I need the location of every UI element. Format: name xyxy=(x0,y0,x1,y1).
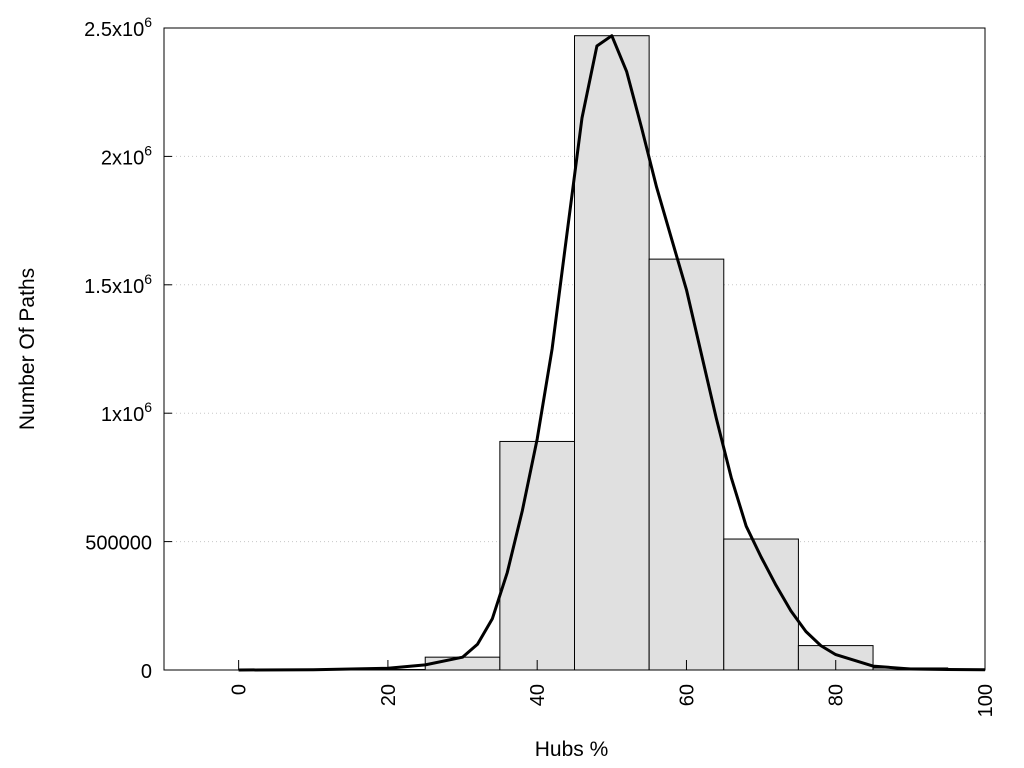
x-axis-title: Hubs % xyxy=(535,738,609,761)
x-tick-label: 40 xyxy=(527,684,549,706)
x-axis: 0 20 40 60 80 100 xyxy=(229,660,997,717)
x-tick-label: 20 xyxy=(378,684,400,706)
grid-lines xyxy=(164,155,985,543)
y-tick-label: 1x106 xyxy=(101,399,152,426)
histogram-bar xyxy=(648,258,725,671)
distribution-curve xyxy=(238,34,986,672)
y-tick-label: 0 xyxy=(141,661,152,683)
y-axis-title: Number Of Paths xyxy=(16,268,39,430)
x-tick-label: 80 xyxy=(826,684,848,706)
x-tick-label: 60 xyxy=(676,684,698,706)
histogram-bar xyxy=(574,35,650,671)
y-tick-label: 500000 xyxy=(85,533,152,555)
y-tick-label: 2.5x106 xyxy=(84,14,152,41)
y-tick-label: 2x106 xyxy=(101,142,152,169)
bars xyxy=(350,35,949,671)
plot-frame xyxy=(163,27,986,671)
y-axis: 0 500000 1x106 1.5x106 2x106 2.5x106 xyxy=(84,14,172,683)
y-tick-label: 1.5x106 xyxy=(84,271,152,298)
curve-line xyxy=(238,34,986,672)
x-tick-label: 100 xyxy=(975,684,997,717)
x-tick-label: 0 xyxy=(229,684,251,695)
